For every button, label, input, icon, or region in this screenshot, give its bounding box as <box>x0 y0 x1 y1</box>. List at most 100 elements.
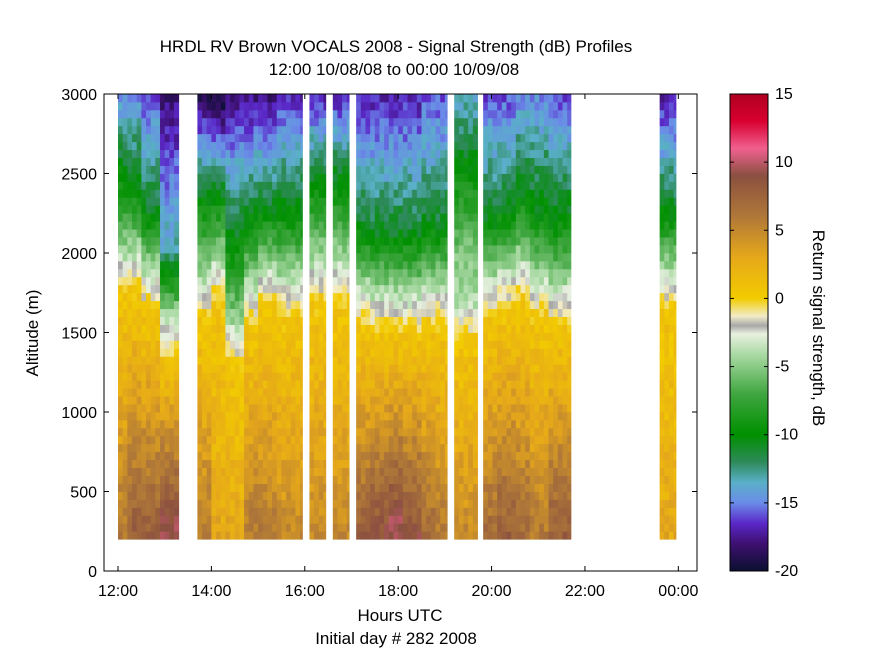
heatmap-cell <box>454 316 460 325</box>
heatmap-cell <box>244 316 250 325</box>
heatmap-cell <box>318 396 324 405</box>
heatmap-cell <box>543 475 549 484</box>
heatmap-cell <box>248 372 254 381</box>
heatmap-cell <box>515 133 521 143</box>
heatmap-cell <box>458 396 464 405</box>
heatmap-cell <box>393 300 399 310</box>
heatmap-cell <box>136 412 142 421</box>
heatmap-cell <box>164 181 170 190</box>
heatmap-cell <box>258 340 264 349</box>
heatmap-cell <box>492 443 498 453</box>
heatmap-cell <box>539 412 545 421</box>
heatmap-cell <box>393 467 399 476</box>
heatmap-cell <box>286 237 292 246</box>
heatmap-cell <box>393 125 399 135</box>
heatmap-cell <box>118 451 124 461</box>
heatmap-cell <box>230 531 236 540</box>
heatmap-cell <box>276 475 282 484</box>
heatmap-cell <box>402 499 408 508</box>
heatmap-cell <box>393 507 399 516</box>
heatmap-cell <box>118 300 124 310</box>
heatmap-cell <box>483 276 489 286</box>
heatmap-cell <box>202 523 208 532</box>
heatmap-cell <box>543 459 549 469</box>
heatmap-cell <box>286 300 292 310</box>
heatmap-cell <box>548 332 554 341</box>
heatmap-cell <box>248 340 254 349</box>
heatmap-cell <box>262 149 268 158</box>
heatmap-cell <box>402 276 408 286</box>
heatmap-cell <box>501 253 507 262</box>
heatmap-cell <box>276 181 282 190</box>
heatmap-cell <box>539 372 545 381</box>
heatmap-cell <box>216 284 222 294</box>
heatmap-cell <box>286 531 292 540</box>
heatmap-cell <box>426 412 432 421</box>
heatmap-cell <box>444 356 448 365</box>
heatmap-cell <box>272 515 278 524</box>
heatmap-cell <box>520 125 526 135</box>
heatmap-cell <box>463 197 469 206</box>
heatmap-cell <box>454 276 460 286</box>
heatmap-cell <box>421 459 427 469</box>
heatmap-cell <box>360 181 366 190</box>
heatmap-cell <box>248 260 254 270</box>
heatmap-cell <box>258 523 264 532</box>
heatmap-cell <box>132 412 138 421</box>
heatmap-cell <box>234 117 240 127</box>
heatmap-cell <box>127 292 133 302</box>
heatmap-cell <box>393 189 399 198</box>
heatmap-cell <box>388 419 394 429</box>
heatmap-cell <box>426 205 432 214</box>
heatmap-cell <box>323 499 327 508</box>
heatmap-cell <box>468 443 474 453</box>
heatmap-cell <box>458 268 464 278</box>
heatmap-cell <box>356 531 362 540</box>
heatmap-cell <box>440 213 446 222</box>
heatmap-cell <box>412 284 418 294</box>
heatmap-cell <box>468 181 474 190</box>
heatmap-cell <box>323 483 327 492</box>
heatmap-cell <box>323 117 327 127</box>
heatmap-cell <box>230 499 236 508</box>
heatmap-cell <box>472 173 478 182</box>
heatmap-cell <box>309 396 315 405</box>
heatmap-cell <box>548 356 554 365</box>
heatmap-cell <box>272 245 278 254</box>
heatmap-cell <box>155 268 161 278</box>
heatmap-cell <box>483 356 489 365</box>
heatmap-cell <box>150 268 156 278</box>
heatmap-cell <box>468 157 474 166</box>
heatmap-cell <box>290 149 296 158</box>
heatmap-cell <box>472 237 478 246</box>
heatmap-cell <box>388 237 394 246</box>
heatmap-cell <box>230 157 236 166</box>
heatmap-cell <box>295 253 301 262</box>
heatmap-cell <box>548 109 554 119</box>
heatmap-cell <box>379 308 385 317</box>
heatmap-cell <box>393 276 399 286</box>
heatmap-cell <box>323 181 327 190</box>
heatmap-cell <box>169 165 175 174</box>
heatmap-cell <box>416 523 422 532</box>
heatmap-cell <box>659 94 665 103</box>
heatmap-cell <box>141 491 147 500</box>
heatmap-cell <box>384 412 390 421</box>
heatmap-cell <box>164 197 170 206</box>
heatmap-cell <box>506 268 512 278</box>
heatmap-cell <box>295 181 301 190</box>
heatmap-cell <box>458 499 464 508</box>
heatmap-cell <box>234 260 240 270</box>
heatmap-cell <box>511 491 517 500</box>
heatmap-cell <box>164 340 170 349</box>
heatmap-cell <box>426 483 432 492</box>
heatmap-cell <box>295 284 301 294</box>
heatmap-cell <box>132 435 138 445</box>
heatmap-cell <box>300 316 303 325</box>
heatmap-cell <box>127 316 133 325</box>
heatmap-cell <box>281 467 287 476</box>
heatmap-cell <box>286 284 292 294</box>
heatmap-cell <box>248 197 254 206</box>
heatmap-cell <box>202 149 208 158</box>
heatmap-cell <box>454 332 460 341</box>
